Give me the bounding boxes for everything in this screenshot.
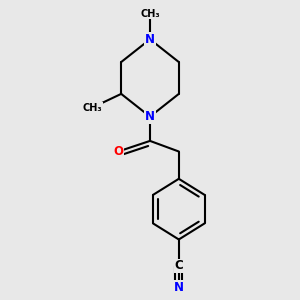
Text: C: C bbox=[174, 260, 183, 272]
Text: CH₃: CH₃ bbox=[140, 8, 160, 19]
Text: N: N bbox=[145, 33, 155, 46]
Text: N: N bbox=[145, 110, 155, 123]
Text: CH₃: CH₃ bbox=[82, 103, 102, 112]
Text: N: N bbox=[174, 280, 184, 294]
Text: O: O bbox=[113, 145, 123, 158]
